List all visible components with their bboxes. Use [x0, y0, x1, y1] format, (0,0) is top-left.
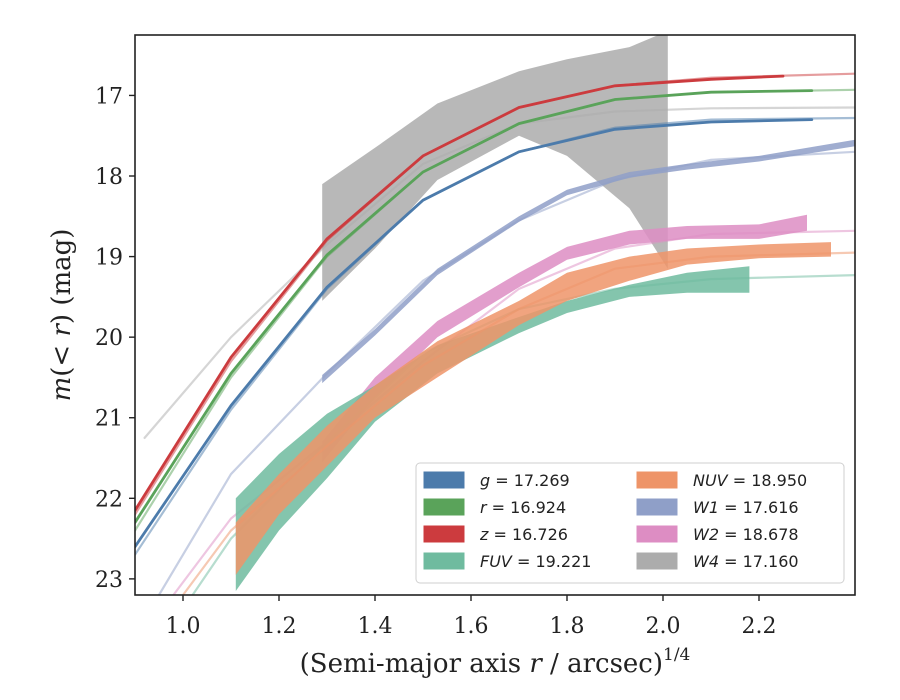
x-tick-label: 1.0: [166, 614, 201, 639]
y-tick-label: 17: [95, 84, 123, 109]
legend-swatch-z: [423, 525, 465, 543]
band-w2: [322, 214, 807, 463]
series-layer: [135, 35, 855, 595]
band-w1: [322, 139, 855, 384]
x-tick-label: 2.2: [742, 614, 777, 639]
x-tick-label: 1.6: [454, 614, 489, 639]
x-tick-label: 2.0: [646, 614, 681, 639]
profile-line-r: [135, 89, 814, 524]
legend-swatch-r: [423, 498, 465, 516]
legend-label-w4: W4 = 17.160: [693, 552, 799, 571]
legend-label-fuv: FUV = 19.221: [480, 552, 591, 571]
legend-swatch-nuv: [636, 471, 678, 489]
legend-frame: [415, 462, 845, 584]
x-axis-title: (Semi-major axis r / arcsec)1/4: [300, 645, 691, 679]
legend-swatch-g: [423, 471, 465, 489]
legend-swatch-fuv: [423, 552, 465, 570]
legend-label-w2: W2 = 18.678: [693, 525, 799, 544]
legend-label-z: z = 16.726: [479, 525, 568, 544]
legend-swatch-w4: [636, 552, 678, 570]
x-tick-label: 1.2: [262, 614, 297, 639]
y-tick-label: 18: [95, 165, 123, 190]
y-tick-label: 22: [95, 487, 123, 512]
x-tick-label: 1.8: [550, 614, 585, 639]
y-axis-title: m(< r) (mag): [47, 229, 77, 402]
y-tick-label: 23: [95, 568, 123, 593]
legend-swatch-w2: [636, 525, 678, 543]
y-tick-label: 21: [95, 407, 123, 432]
y-tick-label: 19: [95, 246, 123, 271]
ticks-layer: 1.0 1.2 1.4 1.6 1.8 2.0 2.2 17 18 19 20 21 22 23: [95, 84, 777, 639]
profile-line-g: [135, 118, 814, 549]
y-tick-label: 20: [95, 326, 123, 351]
legend: g = 17.269 r = 16.924 z = 16.726 FUV = 19.2…: [415, 462, 845, 584]
legend-label-w1: W1 = 17.616: [693, 498, 799, 517]
plot-frame: [134, 34, 856, 596]
legend-swatch-w1: [636, 498, 678, 516]
band-w4: [322, 35, 668, 301]
x-tick-label: 1.4: [358, 614, 393, 639]
profile-line-z: [135, 74, 785, 512]
legend-label-r: r = 16.924: [480, 498, 566, 517]
legend-label-g: g = 17.269: [480, 471, 570, 490]
band-nuv: [235, 242, 832, 575]
legend-label-nuv: NUV = 18.950: [693, 471, 807, 490]
